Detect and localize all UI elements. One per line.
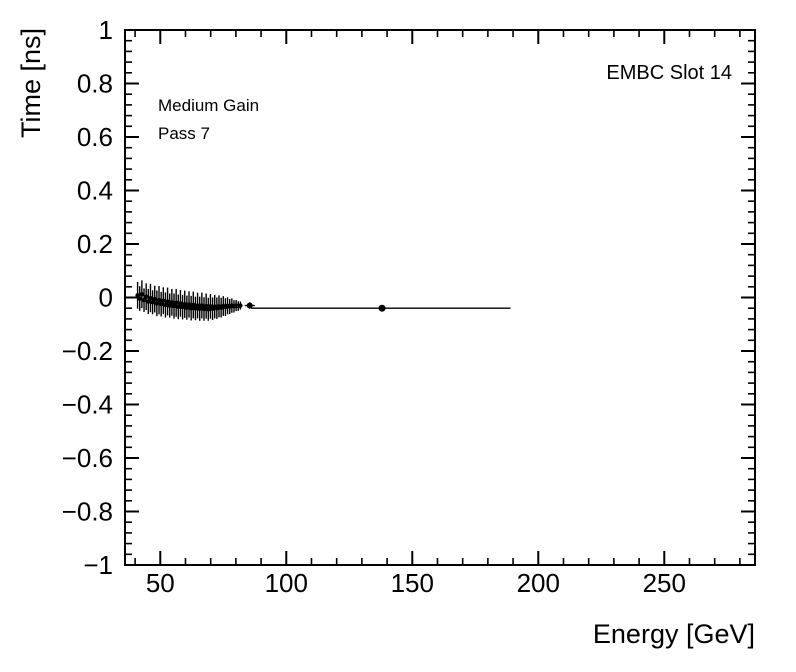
svg-text:0.4: 0.4 <box>77 176 113 206</box>
svg-text:100: 100 <box>265 568 308 598</box>
svg-text:250: 250 <box>643 568 686 598</box>
axis-tick-labels: 50 100 150 200 250 −1 −0.8 −0.6 −0.4 −0.2 0 0.2 0.4 0… <box>62 15 686 598</box>
svg-text:0.2: 0.2 <box>77 229 113 259</box>
svg-text:−1: −1 <box>83 550 113 580</box>
svg-text:1: 1 <box>99 15 113 45</box>
x-axis-title: Energy [GeV] <box>593 619 755 649</box>
svg-text:50: 50 <box>146 568 175 598</box>
y-axis-title: Time [ns] <box>16 28 46 138</box>
svg-text:−0.8: −0.8 <box>62 497 113 527</box>
annotation-embc-slot: EMBC Slot 14 <box>606 62 732 84</box>
svg-text:0.6: 0.6 <box>77 122 113 152</box>
axis-ticks <box>125 29 755 566</box>
svg-text:150: 150 <box>391 568 434 598</box>
svg-text:−0.2: −0.2 <box>62 336 113 366</box>
svg-text:0: 0 <box>99 283 113 313</box>
svg-text:−0.4: −0.4 <box>62 390 113 420</box>
annotation-gain: Medium Gain <box>158 96 259 115</box>
data-series-points <box>135 280 511 321</box>
svg-text:0.8: 0.8 <box>77 69 113 99</box>
svg-text:−0.6: −0.6 <box>62 443 113 473</box>
annotation-pass: Pass 7 <box>158 124 210 143</box>
svg-text:200: 200 <box>517 568 560 598</box>
